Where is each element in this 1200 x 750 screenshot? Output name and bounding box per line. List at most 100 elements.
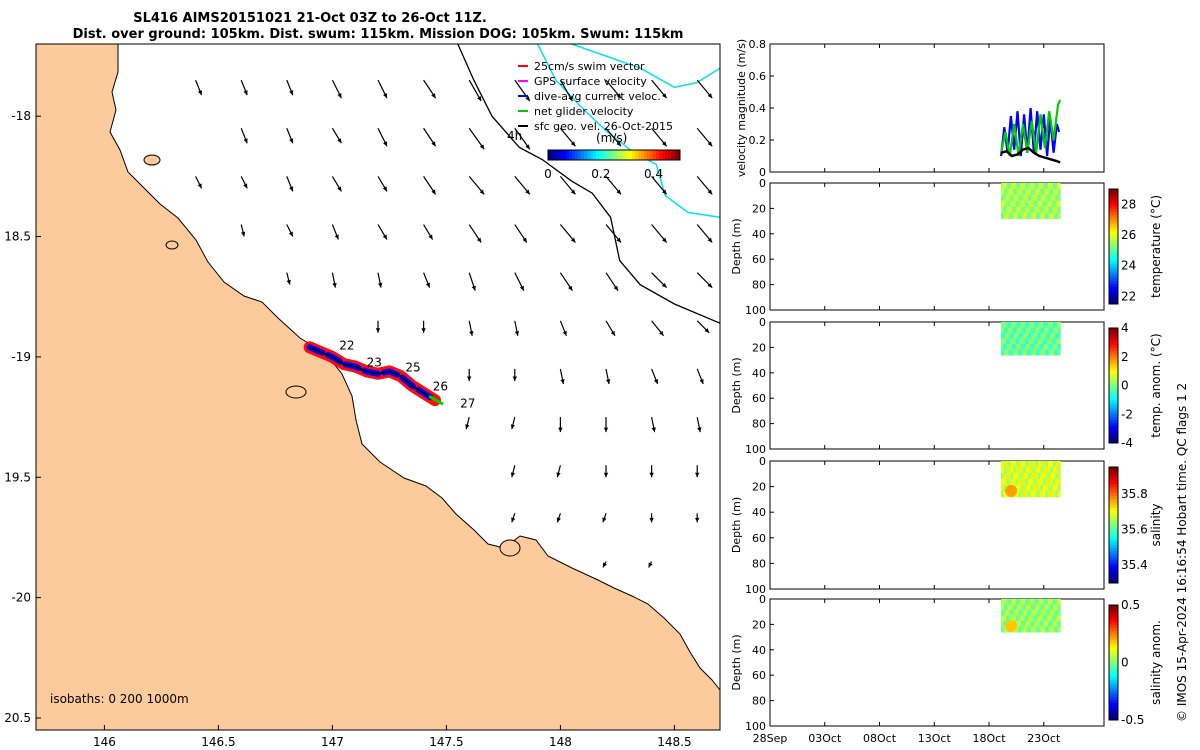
map-y-tick-label: -20 — [11, 591, 31, 605]
heatmap-cell — [1020, 466, 1024, 474]
heatmap-cell — [1015, 621, 1019, 628]
current-vector-head — [662, 237, 667, 243]
colorbar-cell — [1109, 420, 1118, 424]
heatmap-cell — [1040, 599, 1044, 606]
heatmap-cell — [1025, 338, 1029, 345]
heatmap-cell — [1047, 604, 1051, 611]
current-vector-head — [467, 376, 472, 381]
heatmap-cell — [1028, 183, 1032, 190]
current-vector-head — [383, 93, 387, 99]
heatmap-cell — [1015, 333, 1019, 340]
depth-axis-label: Depth (m) — [730, 218, 743, 274]
heatmap-cell — [1025, 200, 1029, 208]
heatmap-cell — [1003, 478, 1007, 486]
panel-temperature: 0 20 40 60 80 100 Depth (m) 22 24 26 28 temperature… — [730, 177, 1163, 317]
colorbar-tick-label: 35.4 — [1121, 558, 1148, 572]
heatmap-cell — [1025, 484, 1029, 492]
heatmap-cell — [1008, 604, 1012, 611]
heatmap-cell — [1023, 206, 1027, 214]
heatmap-cell — [1038, 212, 1041, 220]
heatmap-cell — [1013, 183, 1017, 190]
colorbar-cell — [575, 150, 579, 160]
current-vector-head — [562, 330, 567, 336]
heatmap-cell — [1025, 206, 1029, 214]
colorbar-cell — [1109, 565, 1118, 569]
current-vector-head — [707, 93, 713, 99]
heatmap-cell — [1033, 327, 1037, 334]
heatmap-cell — [1042, 200, 1046, 208]
heatmap-cell — [1010, 615, 1014, 622]
heatmap-cell — [1052, 194, 1056, 202]
current-vector-head — [286, 279, 291, 285]
heatmap-cell — [1045, 206, 1049, 214]
heatmap-cell — [1010, 327, 1014, 334]
heatmap-cell — [1030, 484, 1034, 492]
colorbar-cell — [1109, 475, 1118, 480]
heatmap-cell — [1018, 349, 1022, 356]
heatmap-cell — [1008, 183, 1012, 190]
current-vector-head — [602, 517, 607, 523]
heatmap-cell — [1055, 194, 1059, 202]
island — [143, 154, 161, 166]
heatmap-cell — [1030, 333, 1034, 340]
heatmap-cell — [1033, 344, 1037, 351]
depth-axis-label: Depth (m) — [730, 634, 743, 690]
colorbar-label: salinity — [1149, 503, 1163, 546]
colorbar-cell — [569, 150, 573, 160]
heatmap-cell — [1005, 338, 1009, 345]
current-vector-head — [707, 237, 713, 243]
colorbar-cell — [1109, 197, 1118, 201]
colorbar-cell — [614, 150, 618, 160]
heatmap-cell — [1023, 200, 1027, 208]
colorbar-cell — [1109, 408, 1118, 412]
heatmap-cell — [1042, 461, 1046, 468]
heatmap-cell — [1050, 621, 1054, 628]
heatmap-cell — [1023, 621, 1027, 628]
heatmap-cell — [1040, 461, 1044, 468]
heatmap-cell — [1030, 194, 1034, 202]
colorbar-cell — [584, 150, 588, 160]
heatmap-cell — [1018, 338, 1022, 345]
heatmap-cell — [1030, 322, 1034, 329]
colorbar-cell — [1109, 229, 1118, 233]
colorbar-cell — [1109, 676, 1118, 681]
colorbar-cell — [1109, 498, 1118, 503]
heatmap-spot — [1005, 484, 1018, 497]
heatmap-cell — [1042, 212, 1046, 220]
heatmap-cell — [1057, 610, 1061, 617]
map-x-tick-label: 146 — [93, 735, 116, 749]
heatmap-cell — [1047, 344, 1051, 351]
heatmap-cell — [1055, 478, 1059, 486]
track-day-label: 27 — [460, 396, 475, 410]
heatmap-cell — [1005, 615, 1009, 622]
colorbar-units: (m/s) — [596, 131, 627, 145]
heatmap-cell — [1020, 484, 1024, 492]
colorbar-cell — [1109, 580, 1118, 584]
heatmap-cell — [1038, 194, 1041, 202]
y-tick-label: 0.8 — [749, 38, 767, 51]
y-tick-label: 40 — [752, 228, 766, 241]
heatmap-cell — [1010, 349, 1014, 356]
heatmap-cell — [1052, 333, 1056, 340]
heatmap-cell — [1008, 322, 1012, 329]
heatmap-cell — [1008, 194, 1012, 202]
heatmap-cell — [1015, 322, 1019, 329]
heatmap-cell — [1003, 604, 1007, 611]
current-vector-head — [337, 93, 342, 99]
heatmap-cell — [1042, 615, 1046, 622]
colorbar-cell — [590, 150, 594, 160]
heatmap-cell — [1055, 490, 1059, 498]
heatmap-cell — [1018, 333, 1022, 340]
heatmap-cell — [1038, 478, 1041, 486]
heatmap-cell — [1047, 322, 1051, 329]
colorbar-cell — [566, 150, 570, 160]
colorbar-frame — [1108, 327, 1119, 444]
colorbar-cell — [1109, 345, 1118, 349]
heatmap-cell — [1055, 626, 1059, 633]
current-vector-head — [707, 282, 713, 288]
heatmap-cell — [1033, 484, 1037, 492]
colorbar-cell — [599, 150, 603, 160]
heatmap-cell — [1023, 478, 1027, 486]
colorbar-cell — [1109, 301, 1118, 305]
current-vectors — [195, 79, 713, 568]
